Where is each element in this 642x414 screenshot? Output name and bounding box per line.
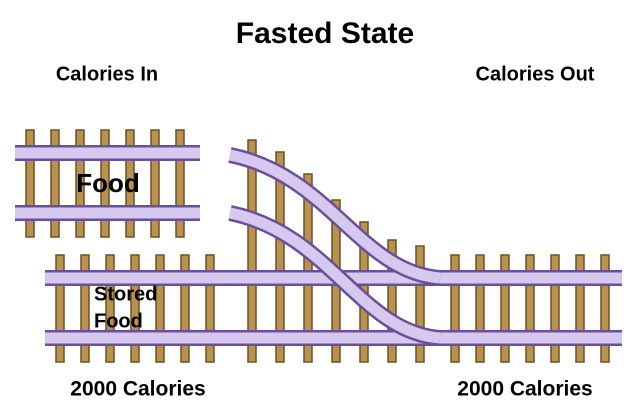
- rail: [228, 149, 441, 284]
- tie: [275, 151, 285, 363]
- tie: [475, 254, 485, 363]
- tie: [100, 129, 110, 238]
- calories-in-heading: Calories In: [56, 63, 158, 85]
- tie: [525, 254, 535, 363]
- tie: [105, 254, 115, 363]
- tie: [180, 254, 190, 363]
- title: Fasted State: [236, 17, 414, 50]
- stored-label: Stored: [94, 283, 157, 305]
- tie: [247, 139, 257, 363]
- tie: [155, 254, 165, 363]
- tie: [175, 129, 185, 238]
- tie: [150, 129, 160, 238]
- tie: [600, 254, 610, 363]
- tie: [80, 254, 90, 363]
- stored-food-label: Food: [94, 310, 143, 332]
- left-footer: 2000 Calories: [70, 378, 205, 401]
- right-footer: 2000 Calories: [457, 378, 592, 401]
- tie: [575, 254, 585, 363]
- tie: [550, 254, 560, 363]
- tie: [50, 129, 60, 238]
- tie: [387, 239, 397, 363]
- rails: [15, 145, 622, 346]
- tie: [130, 254, 140, 363]
- tie: [415, 245, 425, 363]
- tie: [303, 173, 313, 363]
- tie: [500, 254, 510, 363]
- rail: [228, 207, 441, 344]
- tie: [75, 129, 85, 238]
- calories-out-heading: Calories Out: [476, 63, 595, 85]
- tie: [55, 254, 65, 363]
- tie: [450, 254, 460, 363]
- tie: [125, 129, 135, 238]
- food-label: Food: [76, 168, 140, 198]
- tie: [25, 129, 35, 238]
- tie: [205, 254, 215, 363]
